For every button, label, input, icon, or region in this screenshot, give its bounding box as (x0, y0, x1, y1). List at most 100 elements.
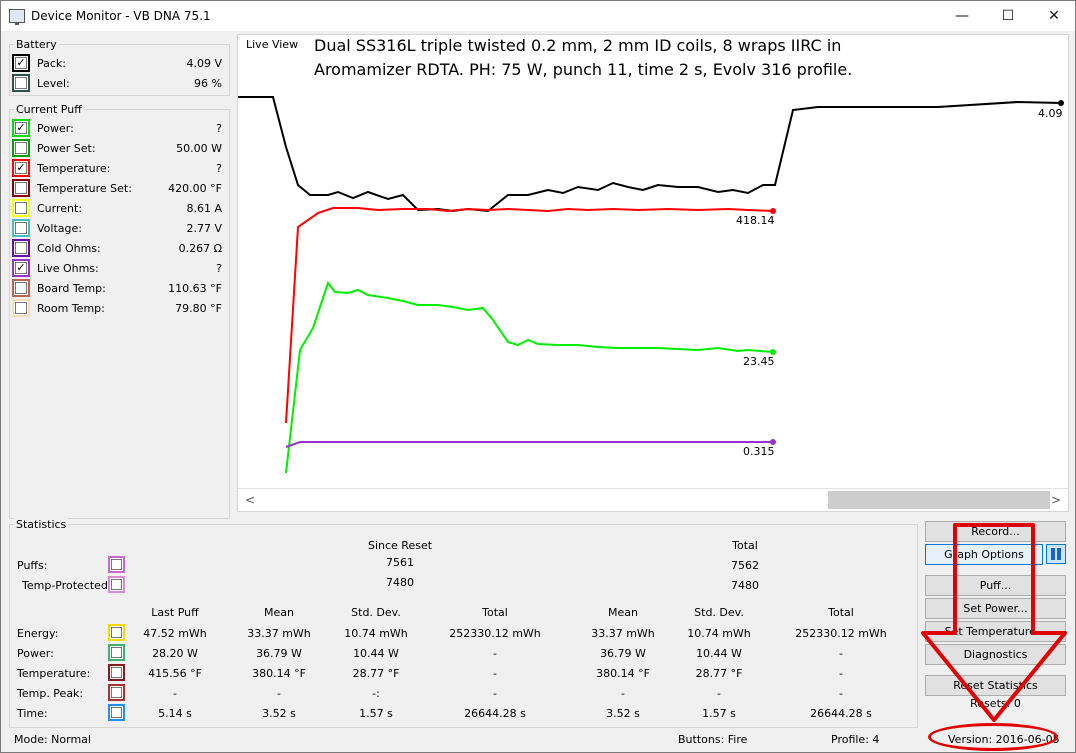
diagnostics-button[interactable]: Diagnostics (925, 644, 1066, 665)
stats-cell: - (493, 687, 497, 700)
temperature-set-label: Temperature Set: (37, 182, 132, 195)
stats-cell: - (839, 687, 843, 700)
puff-button[interactable]: Puff... (925, 575, 1066, 596)
stats-cell: 252330.12 mWh (795, 627, 887, 640)
current-puff-group (9, 109, 230, 519)
stats-row-checkbox (111, 687, 122, 698)
stats-cell: 26644.28 s (810, 707, 872, 720)
battery-voltage-line (238, 96, 1062, 213)
stats-column-header: Std. Dev. (694, 606, 744, 619)
stats-cell: 1.57 s (359, 707, 393, 720)
stats-column-header: Mean (264, 606, 294, 619)
stats-cell: 10.74 mWh (687, 627, 751, 640)
temperature-set-checkbox[interactable] (12, 179, 30, 197)
graph-caption: Dual SS316L triple twisted 0.2 mm, 2 mm … (314, 34, 914, 82)
window-title: Device Monitor - VB DNA 75.1 (31, 9, 211, 23)
level-check-icon (15, 77, 27, 89)
series-end-label: 23.45 (743, 355, 775, 368)
stats-cell: 36.79 W (256, 647, 302, 660)
stats-column-header: Mean (608, 606, 638, 619)
level-checkbox[interactable] (12, 74, 30, 92)
caption-line-2: Aromamizer RDTA. PH: 75 W, punch 11, tim… (314, 60, 853, 79)
stats-row-swatch[interactable] (108, 644, 125, 661)
stats-row-swatch[interactable] (108, 624, 125, 641)
power-set-value: 50.00 W (176, 142, 222, 155)
status-buttons: Buttons: Fire (678, 733, 748, 746)
room-temp-value: 79.80 °F (175, 302, 222, 315)
room-temp-checkbox[interactable] (12, 299, 30, 317)
room-temp-label: Room Temp: (37, 302, 105, 315)
board-temp-label: Board Temp: (37, 282, 106, 295)
stats-cell: 28.20 W (152, 647, 198, 660)
pause-button[interactable] (1046, 544, 1066, 564)
live-ohms-value: ? (216, 262, 222, 275)
level-value: 96 % (194, 77, 222, 90)
puffs-label: Puffs: (17, 559, 48, 572)
stats-row-label: Energy: (17, 627, 59, 640)
live-ohms-label: Live Ohms: (37, 262, 99, 275)
stats-cell: - (717, 687, 721, 700)
stats-cell: 36.79 W (600, 647, 646, 660)
stats-row-swatch[interactable] (108, 704, 125, 721)
stats-cell: 26644.28 s (464, 707, 526, 720)
stats-row-label: Temp. Peak: (17, 687, 84, 700)
stats-cell: 3.52 s (606, 707, 640, 720)
stats-cell: - (839, 667, 843, 680)
level-label: Level: (37, 77, 70, 90)
stats-row-checkbox (111, 647, 122, 658)
power-label: Power: (37, 122, 74, 135)
status-mode: Mode: Normal (14, 733, 91, 746)
stats-cell: 28.77 °F (352, 667, 400, 680)
stats-cell: 33.37 mWh (591, 627, 655, 640)
stats-cell: 33.37 mWh (247, 627, 311, 640)
power-set-checkbox[interactable] (12, 139, 30, 157)
graph-scrollbar[interactable]: < > (238, 488, 1068, 510)
app-icon (9, 9, 25, 25)
live-ohms-checkbox[interactable]: ✓ (12, 259, 30, 277)
temperature-set-value: 420.00 °F (168, 182, 222, 195)
board-temp-checkbox[interactable] (12, 279, 30, 297)
temperature-checkbox[interactable]: ✓ (12, 159, 30, 177)
live-ohms-line-endpoint (770, 439, 776, 445)
pack-checkbox[interactable]: ✓ (12, 54, 30, 72)
board-temp-check-icon (15, 282, 27, 294)
annotation-arrow (921, 523, 1067, 722)
set-power-button[interactable]: Set Power... (925, 598, 1066, 619)
current-check-icon (15, 202, 27, 214)
puffs-swatch[interactable] (108, 556, 125, 573)
battery-voltage-line-endpoint (1058, 100, 1064, 106)
power-checkbox[interactable]: ✓ (12, 119, 30, 137)
minimize-button[interactable]: — (955, 8, 969, 24)
stats-row-swatch[interactable] (108, 664, 125, 681)
voltage-check-icon (15, 222, 27, 234)
pack-check-icon: ✓ (15, 56, 27, 69)
voltage-checkbox[interactable] (12, 219, 30, 237)
temp-protected-swatch[interactable] (108, 576, 125, 593)
stats-cell: 252330.12 mWh (449, 627, 541, 640)
battery-group (9, 44, 230, 96)
stats-cell: - (173, 687, 177, 700)
stats-row-swatch[interactable] (108, 684, 125, 701)
scroll-left-button[interactable]: < (244, 493, 256, 507)
current-label: Current: (37, 202, 83, 215)
scroll-right-button[interactable]: > (1050, 493, 1062, 507)
pack-label: Pack: (37, 57, 67, 70)
temp-protected-total: 7480 (731, 579, 759, 592)
power-set-label: Power Set: (37, 142, 96, 155)
current-checkbox[interactable] (12, 199, 30, 217)
stats-cell: 3.52 s (262, 707, 296, 720)
close-button[interactable]: ✕ (1048, 8, 1060, 24)
maximize-button[interactable]: ☐ (1001, 8, 1015, 24)
voltage-value: 2.77 V (186, 222, 222, 235)
temperature-set-check-icon (15, 182, 27, 194)
scroll-thumb[interactable] (828, 491, 1050, 509)
puffs-total: 7562 (731, 559, 759, 572)
battery-group-title: Battery (14, 38, 59, 51)
stats-cell: 28.77 °F (695, 667, 743, 680)
set-temperature-button[interactable]: Set Temperature... (925, 621, 1066, 642)
stats-cell: 380.14 °F (596, 667, 650, 680)
stats-cell: -: (372, 687, 380, 700)
cold-ohms-checkbox[interactable] (12, 239, 30, 257)
power-line-endpoint (770, 349, 776, 355)
stats-column-header: Last Puff (151, 606, 199, 619)
